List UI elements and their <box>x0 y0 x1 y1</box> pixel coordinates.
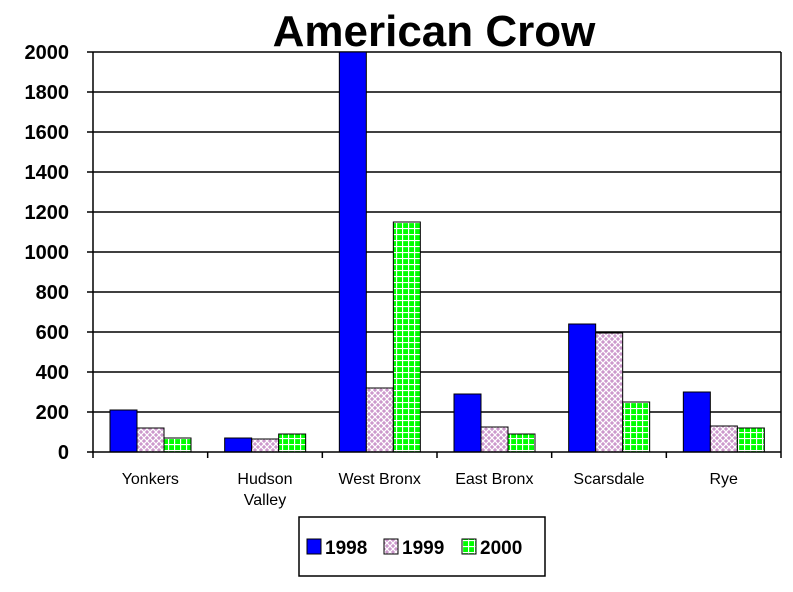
x-tick-label: West Bronx <box>338 471 420 488</box>
x-tick-label: Valley <box>244 492 286 509</box>
bar-2000-west-bronx <box>392 221 421 453</box>
legend-label-2000: 2000 <box>480 538 522 559</box>
y-tick-label: 400 <box>36 362 69 384</box>
bar-2000-hudson-valley <box>278 433 307 453</box>
bar-1998-west-bronx <box>338 51 367 453</box>
axes <box>87 51 782 458</box>
x-tick-label: Hudson <box>237 471 292 488</box>
bar-1998-east-bronx <box>453 393 482 453</box>
y-tick-label: 1600 <box>25 122 70 144</box>
x-tick-label: Scarsdale <box>573 471 644 488</box>
chart-title: American Crow <box>273 7 597 56</box>
y-axis-ticks: 0 200 400 600 800 1000 1200 1400 1600 1800 2000 <box>25 42 70 464</box>
y-tick-label: 1000 <box>25 242 70 264</box>
y-tick-label: 1800 <box>25 82 70 104</box>
bar-2000-east-bronx <box>507 433 536 453</box>
bar-1998-rye <box>682 391 711 453</box>
x-tick-label: Rye <box>709 471 738 488</box>
bar-1999-yonkers <box>136 427 165 453</box>
bar-1999-hudson-valley <box>251 438 280 453</box>
legend-swatch-2000 <box>461 538 477 555</box>
bar-2000-scarsdale <box>622 401 651 453</box>
y-tick-label: 600 <box>36 322 69 344</box>
bars <box>109 51 765 453</box>
bar-1999-rye <box>709 425 738 453</box>
legend-label-1998: 1998 <box>325 538 367 559</box>
bar-2000-rye <box>736 427 765 453</box>
x-tick-label: East Bronx <box>455 471 533 488</box>
bar-1998-scarsdale <box>568 323 597 453</box>
gridlines <box>93 51 781 413</box>
y-tick-label: 1400 <box>25 162 70 184</box>
y-tick-label: 800 <box>36 282 69 304</box>
x-tick-label: Yonkers <box>122 471 179 488</box>
bar-1998-yonkers <box>109 409 138 453</box>
x-axis-ticks: Yonkers Hudson Valley West Bronx East Bronx S… <box>122 471 738 509</box>
legend-swatch-1999 <box>383 538 399 555</box>
bar-1999-west-bronx <box>365 387 394 453</box>
y-tick-label: 1200 <box>25 202 70 224</box>
bar-1999-east-bronx <box>480 426 509 453</box>
bar-1998-hudson-valley <box>224 437 253 453</box>
legend-swatch-1998 <box>306 538 322 555</box>
bar-1999-scarsdale <box>595 332 624 453</box>
y-tick-label: 200 <box>36 402 69 424</box>
legend: 1998 1999 2000 <box>298 516 546 577</box>
bar-2000-yonkers <box>163 437 192 453</box>
legend-label-1999: 1999 <box>402 538 444 559</box>
legend-box <box>298 516 546 577</box>
y-tick-label: 0 <box>58 442 69 464</box>
y-tick-label: 2000 <box>25 42 70 64</box>
